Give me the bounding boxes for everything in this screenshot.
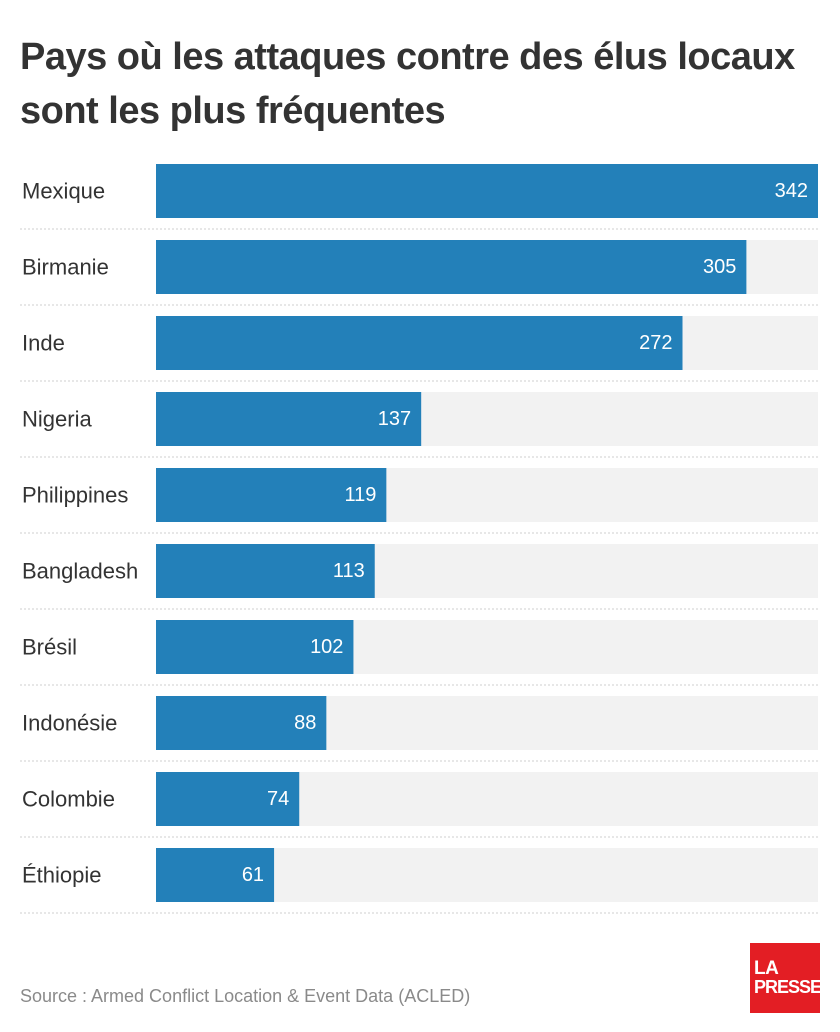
bar: [156, 620, 354, 674]
data-label: 74: [267, 788, 289, 810]
bar: [156, 164, 818, 218]
data-label: 102: [310, 636, 343, 658]
category-label: Philippines: [22, 483, 128, 508]
category-label: Inde: [22, 331, 65, 356]
chart-title: Pays où les attaques contre des élus loc…: [20, 36, 795, 132]
category-label: Birmanie: [22, 255, 109, 280]
category-label: Bangladesh: [22, 559, 138, 584]
data-label: 113: [333, 560, 365, 582]
bar: [156, 772, 300, 826]
data-label: 119: [344, 484, 376, 506]
data-label: 272: [639, 332, 672, 354]
bar-chart: Mexique 342 Birmanie 305 Inde 272 Nigeria 137 Ph…: [20, 164, 818, 914]
bar: [156, 392, 422, 446]
category-label: Mexique: [22, 179, 105, 204]
category-label: Éthiopie: [22, 863, 102, 888]
bar: [156, 468, 387, 522]
bar: [156, 316, 683, 370]
source-note: Source : Armed Conflict Location & Event…: [20, 986, 471, 1006]
data-label: 305: [703, 256, 736, 278]
bar: [156, 240, 747, 294]
category-label: Indonésie: [22, 711, 117, 736]
data-label: 342: [775, 180, 808, 202]
logo-line-2: PRESSE: [754, 977, 822, 997]
logo-line-1: LA: [754, 958, 779, 979]
bar: [156, 848, 275, 902]
data-label: 137: [378, 408, 411, 430]
data-label: 88: [294, 712, 316, 734]
category-label: Brésil: [22, 635, 77, 660]
category-label: Nigeria: [22, 407, 92, 432]
la-presse-logo: LA PRESSE: [750, 943, 822, 1013]
category-label: Colombie: [22, 787, 115, 812]
bar: [156, 544, 375, 598]
bar: [156, 696, 327, 750]
data-label: 61: [242, 864, 264, 886]
